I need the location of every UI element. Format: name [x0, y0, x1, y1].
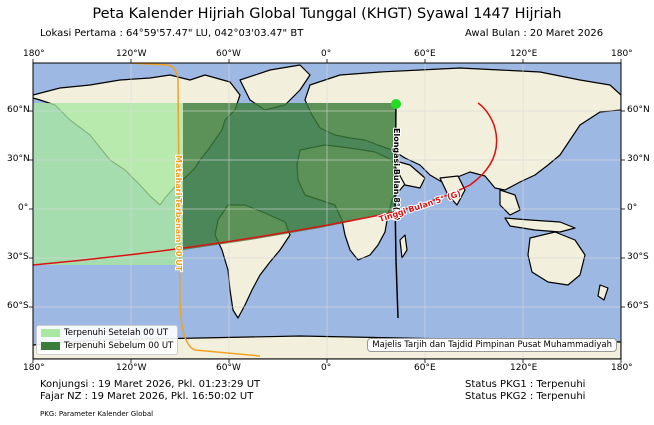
- lon-tick-top-0: 0°: [321, 49, 332, 59]
- lat-tick-left-0: 0°: [18, 203, 29, 213]
- credit-box: Majelis Tarjih dan Tajdid Pimpinan Pusat…: [367, 338, 617, 352]
- map-legend: Terpenuhi Setelah 00 UT Terpenuhi Sebelu…: [36, 325, 178, 355]
- fajr-nz-label: Fajar NZ : 19 Maret 2026, Pkl. 16:50:02 …: [40, 391, 254, 402]
- region-before-00ut: [183, 103, 396, 250]
- status-pkg2-label: Status PKG2 : Terpenuhi: [465, 391, 586, 402]
- lon-tick-bottom-0: 0°: [321, 363, 332, 373]
- lat-tick-right-30n: 30°N: [627, 154, 650, 164]
- elongation-curve-label: Elongasi Bulan 8°(G): [392, 128, 401, 221]
- lon-tick-bottom-180e: 180°: [611, 363, 633, 373]
- indonesia: [504, 217, 576, 233]
- elongation-curve: [394, 102, 399, 319]
- lat-tick-left-30s: 30°S: [7, 252, 29, 262]
- india: [439, 175, 466, 206]
- legend-item-after: Terpenuhi Setelah 00 UT: [41, 328, 168, 339]
- legend-item-before: Terpenuhi Sebelum 00 UT: [41, 341, 173, 352]
- lon-tick-bottom-60e: 60°E: [414, 363, 436, 373]
- first-location-marker: [391, 99, 401, 109]
- graticule: [33, 63, 621, 359]
- lat-tick-right-30s: 30°S: [627, 252, 649, 262]
- australia: [527, 231, 586, 286]
- lon-tick-bottom-180w: 180°: [23, 363, 45, 373]
- lat-tick-right-60s: 60°S: [627, 301, 649, 311]
- lon-tick-top-120e: 120°E: [510, 49, 538, 59]
- lon-tick-bottom-60w: 60°W: [216, 363, 241, 373]
- map-title: Peta Kalender Hijriah Global Tunggal (KH…: [92, 6, 562, 22]
- sunset-curve: [129, 63, 261, 357]
- lon-tick-top-60e: 60°E: [414, 49, 436, 59]
- status-pkg1-label: Status PKG1 : Terpenuhi: [465, 379, 586, 390]
- lon-tick-bottom-120e: 120°E: [510, 363, 538, 373]
- lon-tick-top-180e: 180°: [611, 49, 633, 59]
- lon-tick-top-180w: 180°: [23, 49, 45, 59]
- month-start-label: Awal Bulan : 20 Maret 2026: [465, 28, 604, 39]
- lat-tick-left-60n: 60°N: [7, 105, 30, 115]
- altitude-curve: [33, 102, 498, 266]
- tick-marks: [29, 59, 625, 363]
- lat-tick-left-60s: 60°S: [7, 301, 29, 311]
- lat-tick-right-60n: 60°N: [627, 105, 650, 115]
- legend-label-after: Terpenuhi Setelah 00 UT: [64, 328, 169, 338]
- legend-swatch-after: [41, 328, 60, 337]
- sunset-curve-label: Matahari Terbenam 00 UT: [174, 155, 183, 272]
- first-location-label: Lokasi Pertama : 64°59'57.47" LU, 042°03…: [40, 28, 304, 39]
- legend-label-before: Terpenuhi Sebelum 00 UT: [64, 341, 174, 351]
- footnote-label: PKG: Parameter Kalender Global: [40, 410, 154, 418]
- lon-tick-top-60w: 60°W: [216, 49, 241, 59]
- legend-swatch-before: [41, 341, 60, 350]
- new-zealand: [597, 284, 609, 301]
- lon-tick-top-120w: 120°W: [116, 49, 147, 59]
- lon-tick-bottom-120w: 120°W: [116, 363, 147, 373]
- conjunction-label: Konjungsi : 19 Maret 2026, Pkl. 01:23:29…: [40, 379, 261, 390]
- arabia: [391, 159, 426, 189]
- madagascar: [399, 234, 408, 259]
- lat-tick-right-0: 0°: [627, 203, 638, 213]
- region-after-00ut: [33, 103, 183, 265]
- lat-tick-left-30n: 30°N: [7, 154, 30, 164]
